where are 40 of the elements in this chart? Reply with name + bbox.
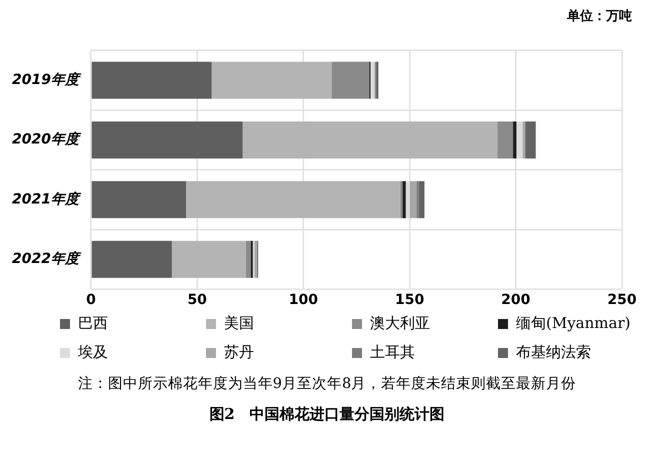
bar (498, 121, 514, 158)
bar (410, 181, 417, 218)
legend-label: 澳大利亚 (370, 314, 430, 333)
text: 单位：万吨 (566, 8, 633, 26)
bar (186, 181, 400, 218)
bar (402, 181, 406, 218)
legend-label: 巴西 (78, 314, 108, 333)
bar (172, 240, 246, 278)
legend-label: 布基纳法索 (516, 343, 591, 362)
bar (370, 62, 374, 99)
x-tick-label: 50 (187, 292, 208, 308)
legend-label: 苏丹 (224, 343, 254, 362)
x-tick-label: 250 (607, 292, 637, 308)
y-tick-label: 2020年度 (12, 130, 82, 148)
legend-label: 缅甸(Myanmar) (516, 314, 630, 333)
bar (242, 121, 498, 158)
bar (526, 121, 536, 158)
bar (513, 121, 516, 158)
legend-label: 美国 (224, 314, 254, 333)
y-tick-label: 2019年度 (12, 70, 82, 88)
bar (516, 121, 523, 158)
x-tick-label: 150 (394, 292, 424, 308)
bar (92, 181, 186, 218)
bar (332, 62, 370, 99)
x-tick-label: 0 (86, 292, 96, 308)
text: 注：图中所示棉花年度为当年9月至次年8月，若年度未结束则截至最新月份 (76, 374, 578, 393)
x-tick-label: 200 (501, 292, 531, 308)
y-tick-label: 2022年度 (12, 250, 82, 267)
y-tick-label: 2021年度 (12, 190, 82, 208)
bar (212, 62, 332, 99)
bar (400, 181, 403, 218)
text: 图2 中国棉花进口量分国别统计图 (208, 405, 446, 424)
bar (418, 181, 424, 218)
x-tick-label: 100 (288, 292, 318, 308)
bar (92, 121, 243, 158)
bar (92, 62, 212, 99)
legend-label: 埃及 (78, 343, 108, 362)
bar (92, 240, 172, 278)
bar (246, 240, 251, 278)
legend-label: 土耳其 (370, 343, 415, 362)
